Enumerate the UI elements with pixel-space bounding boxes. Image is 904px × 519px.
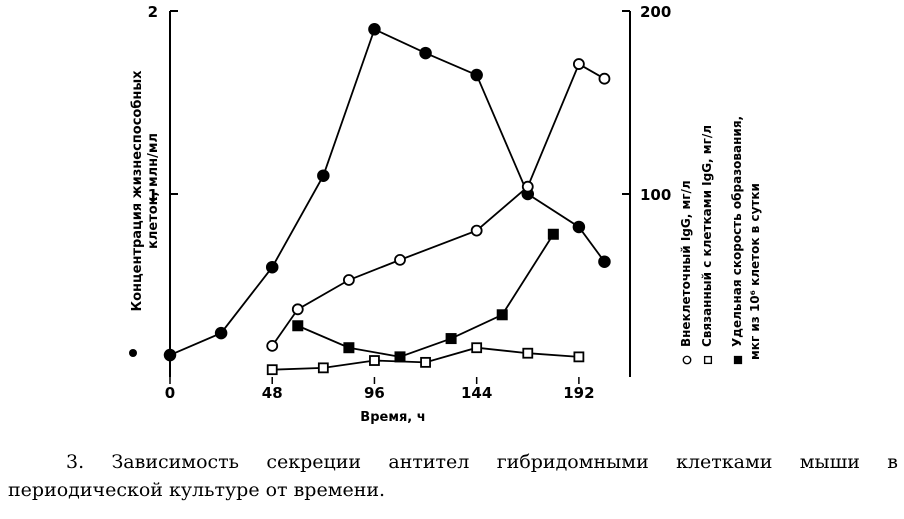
series-open-circle (266, 58, 611, 352)
legend-item: мкг из 10⁶ клеток в сутки (748, 183, 762, 360)
data-point-open-square (266, 364, 278, 376)
x-tick-label: 96 (364, 384, 385, 402)
data-point-open-square (317, 362, 329, 374)
data-point-filled-circle (470, 68, 483, 82)
x-axis-title: Время, ч (360, 410, 425, 425)
data-point-filled-square (496, 309, 508, 321)
data-point-filled-circle (163, 348, 177, 362)
data-point-open-square (573, 351, 585, 363)
data-point-filled-circle (214, 326, 228, 340)
data-point-open-square (703, 355, 713, 365)
legend-text: Внеклеточный IgG, мг/л (679, 180, 693, 347)
left-axis-marker-icon (129, 349, 137, 357)
legend-item: Связанный с клетками IgG, мг/л (700, 125, 714, 365)
legend-text: Связанный с клетками IgG, мг/л (700, 125, 714, 347)
data-point-filled-square (343, 342, 355, 354)
data-point-open-circle (682, 355, 692, 365)
data-point-open-circle (266, 339, 279, 352)
series-line (271, 62, 605, 347)
data-point-filled-square (292, 320, 304, 332)
data-point-filled-circle (572, 220, 586, 234)
left-tick-label: 2 (148, 3, 158, 21)
data-point-open-square (522, 347, 534, 359)
data-point-open-circle (598, 72, 611, 85)
data-point-filled-square (394, 351, 406, 363)
series-line (169, 28, 606, 356)
left-axis-title: Концентрация жизнеспособных клеток, млн/… (130, 70, 161, 312)
data-point-open-circle (470, 224, 483, 237)
data-point-filled-square (733, 355, 743, 365)
right-tick-label: 200 (640, 3, 671, 21)
data-point-open-circle (394, 253, 406, 266)
right-axis-ticks: 100 200 (622, 3, 671, 204)
caption-text: 3. Зависимость секреции антител гибридом… (8, 451, 898, 501)
data-point-open-circle (291, 303, 304, 316)
legend: Внеклеточный IgG, мг/л Связанный с клетка… (679, 116, 762, 365)
legend-text: мкг из 10⁶ клеток в сутки (748, 183, 762, 360)
data-point-filled-square (547, 228, 559, 240)
x-tick-label: 48 (262, 384, 283, 402)
left-axis-title-line-2: клеток, млн/мл (146, 133, 161, 249)
legend-item: Внеклеточный IgG, мг/л (679, 180, 693, 365)
series-open-square (266, 342, 585, 376)
data-point-filled-square (445, 333, 457, 345)
data-point-open-circle (342, 274, 355, 286)
data-point-open-square (420, 356, 431, 368)
x-tick-label: 0 (165, 384, 175, 402)
data-point-filled-circle (317, 169, 330, 182)
right-tick-label: 100 (640, 186, 671, 204)
data-point-filled-circle (598, 255, 611, 268)
legend-item: Удельная скорость образования, (730, 116, 744, 365)
data-point-filled-circle (419, 46, 432, 60)
data-point-filled-circle (265, 260, 279, 274)
data-point-open-circle (521, 180, 534, 193)
data-point-open-square (369, 355, 380, 366)
left-tick-label: 1 (148, 186, 158, 204)
series-layer (163, 23, 611, 376)
x-tick-label: 192 (563, 384, 594, 402)
series-line (297, 233, 555, 358)
axes (169, 11, 631, 377)
series-filled-square (292, 228, 559, 363)
series-filled-circle (163, 23, 611, 362)
x-tick-label: 144 (461, 384, 492, 402)
data-point-open-circle (572, 58, 585, 70)
data-point-open-square (471, 342, 483, 354)
data-point-filled-circle (368, 23, 381, 36)
left-axis-title-line-1: Концентрация жизнеспособных (130, 70, 145, 312)
x-axis-ticks: 0 48 96 144 192 (165, 377, 595, 402)
left-axis-ticks: 12 (148, 3, 178, 204)
legend-text: Удельная скорость образования, (730, 116, 744, 347)
figure-caption: 3. Зависимость секреции антител гибридом… (8, 448, 898, 504)
